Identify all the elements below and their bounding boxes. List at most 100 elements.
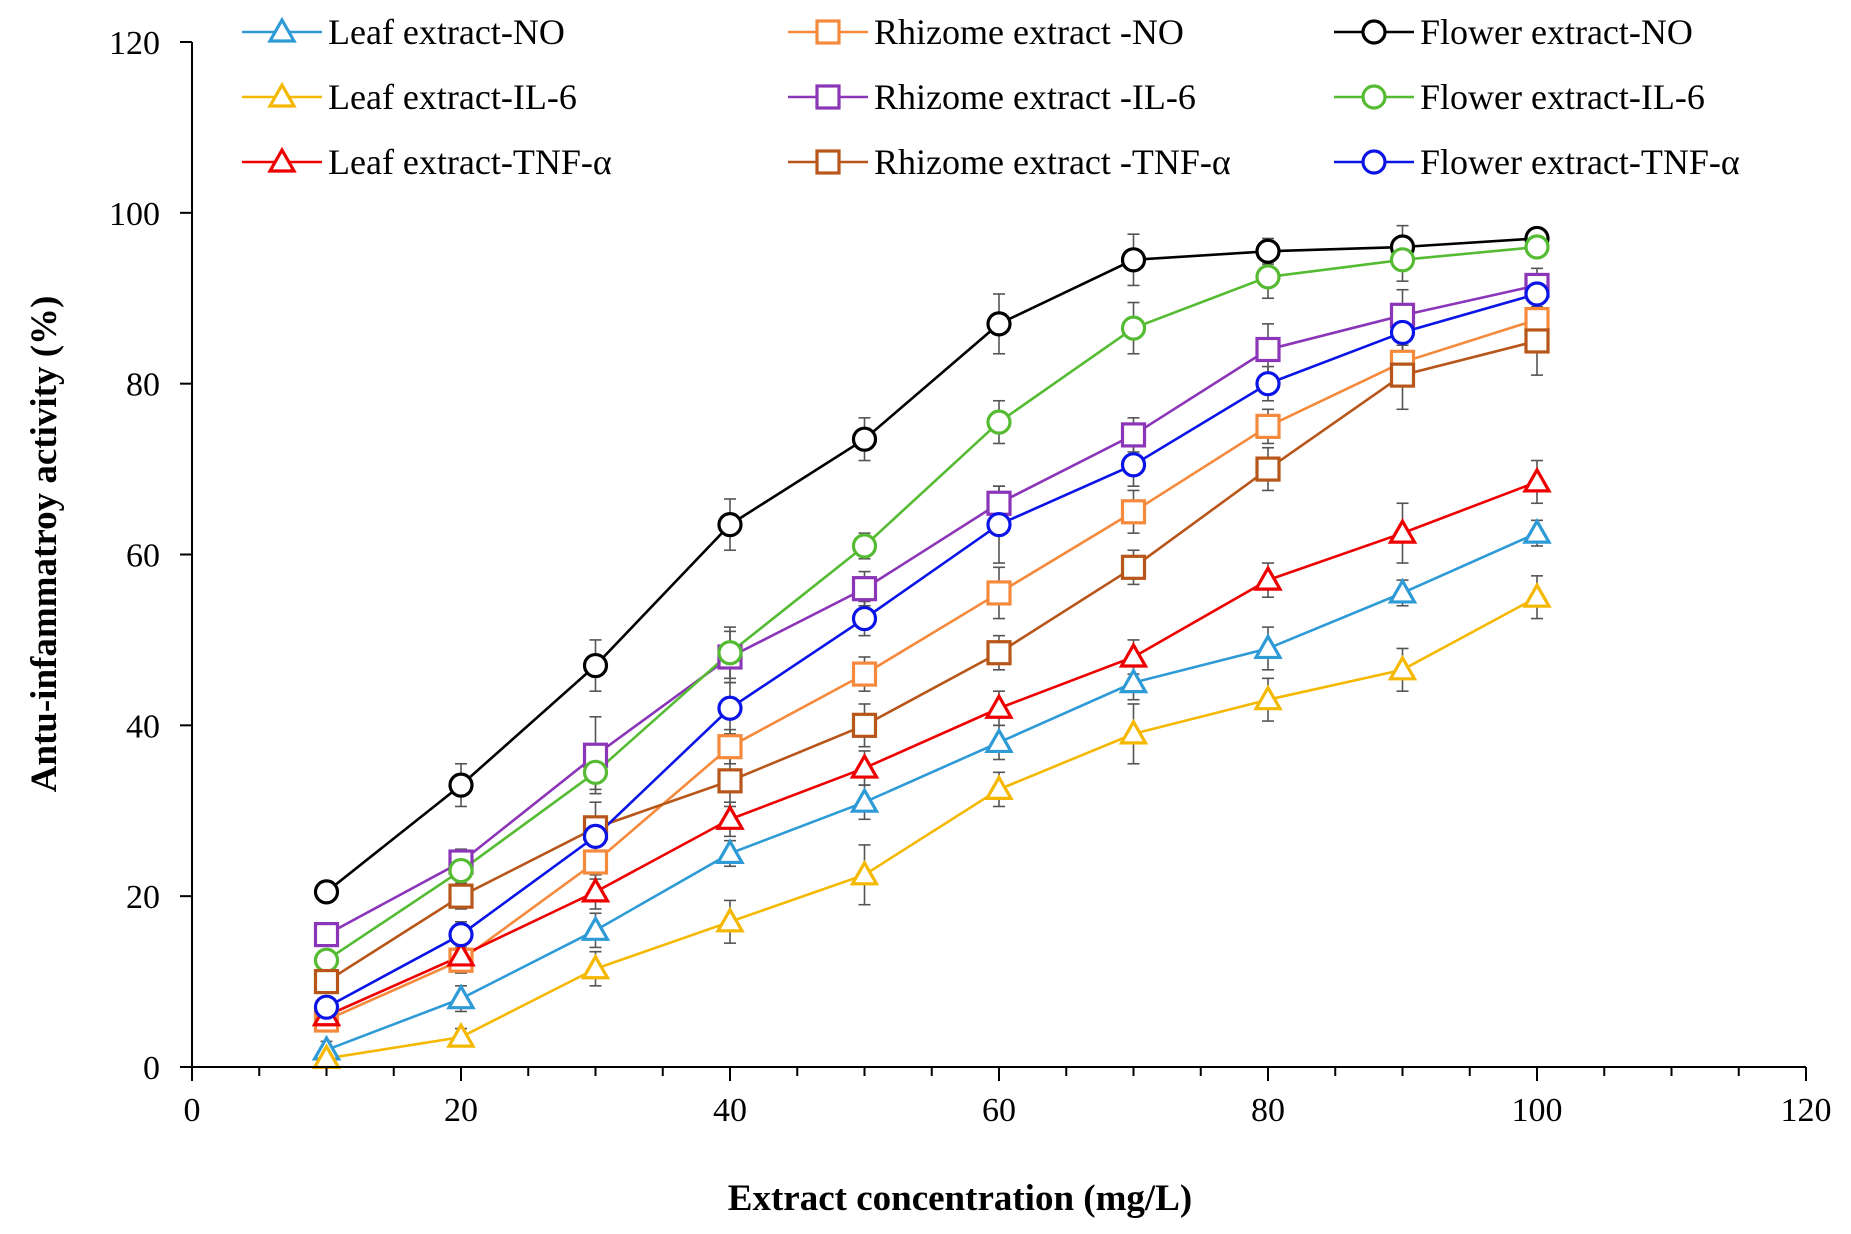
data-point-leaf-extract-no [849,786,880,813]
y-tick-label: 60 [126,538,160,575]
data-point-flower-extract-il-6 [1120,315,1147,341]
error-bars [320,224,1543,1064]
data-point-rhizome-extract-tnf-alpha [1120,554,1147,580]
data-point-flower-extract-no [851,426,878,452]
plot-area: 0 20 40 60 80 100 120 0 20 40 60 80 100 120 [109,25,1832,1129]
legend-swatch-marker [1361,84,1387,110]
data-point-flower-extract-tnf-alpha [313,994,340,1020]
data-point-rhizome-extract-tnf-alpha [1255,456,1281,482]
legend-label: Flower extract-IL-6 [1420,77,1705,117]
y-tick-label: 20 [126,879,160,916]
series-line-leaf-extract-tnf-alpha [325,480,1538,1017]
x-ticks: 0 20 40 60 80 100 120 [184,1067,1832,1129]
x-axis-title: Extract concentration (mg/L) [728,1178,1192,1219]
y-tick-label: 100 [109,196,160,233]
data-point-leaf-extract-no [580,915,611,941]
data-point-leaf-extract-il-6 [1522,581,1552,608]
legend-item-leaf-extract-il-6: Leaf extract-IL-6 [242,77,577,117]
series-line-rhizome-extract-tnf-alpha [325,339,1538,983]
data-point-rhizome-extract-no [851,661,878,687]
data-point-leaf-extract-tnf-alpha [446,940,476,967]
legend-swatch-marker [267,81,297,108]
legend-swatch-marker [267,16,297,43]
data-point-rhizome-extract-no [1120,499,1147,525]
data-point-flower-extract-il-6 [851,533,878,559]
series-line-flower-extract-il-6 [325,245,1538,962]
x-tick-label: 40 [713,1092,747,1129]
data-point-rhizome-extract-tnf-alpha [717,768,743,794]
data-point-rhizome-extract-il-6 [1120,422,1147,448]
data-point-flower-extract-no [313,879,340,905]
data-point-flower-extract-no [448,772,474,798]
y-ticks: 0 20 40 60 80 100 120 [109,25,192,1087]
data-point-rhizome-extract-tnf-alpha [851,712,878,738]
legend-swatch-marker [267,146,297,173]
data-point-flower-extract-no [1255,238,1281,264]
legend-label: Leaf extract-IL-6 [328,77,577,117]
data-point-leaf-extract-no [984,727,1014,754]
data-point-leaf-extract-il-6 [580,953,611,980]
legend-swatch-marker [815,19,841,45]
y-tick-label: 0 [143,1050,160,1087]
data-point-rhizome-extract-tnf-alpha [448,883,474,909]
legend-item-flower-extract-tnf-alpha: Flower extract-TNF-α [1334,142,1740,182]
data-point-leaf-extract-tnf-alpha [1522,466,1552,493]
legend-label: Leaf extract-NO [328,12,565,52]
legend-label: Flower extract-TNF-α [1420,142,1740,182]
series-line-leaf-extract-no [326,531,1538,1052]
data-point-flower-extract-tnf-alpha [582,823,609,849]
legend-label: Rhizome extract -IL-6 [874,77,1196,117]
series-line-flower-extract-no [325,237,1538,893]
data-point-leaf-extract-no [1118,667,1149,694]
data-point-flower-extract-il-6 [1524,234,1550,260]
legend-item-rhizome-extract-no: Rhizome extract -NO [788,12,1184,52]
data-point-leaf-extract-tnf-alpha [1253,564,1283,591]
data-point-flower-extract-tnf-alpha [448,922,474,948]
data-point-flower-extract-no [582,652,609,679]
x-tick-label: 80 [1251,1092,1285,1129]
data-point-leaf-extract-il-6 [1387,654,1418,681]
y-tick-label: 40 [126,708,160,745]
legend-swatch-marker [815,149,841,175]
data-point-flower-extract-il-6 [1255,264,1281,290]
data-point-leaf-extract-tnf-alpha [715,804,745,830]
data-point-rhizome-extract-tnf-alpha [986,640,1012,666]
data-point-leaf-extract-no [1522,517,1552,544]
data-point-flower-extract-no [1120,247,1147,273]
data-point-flower-extract-tnf-alpha [1255,371,1281,397]
data-point-leaf-extract-no [1387,577,1418,604]
data-point-leaf-extract-tnf-alpha [849,752,880,779]
legend-label: Flower extract-NO [1420,12,1693,52]
data-point-rhizome-extract-no [717,734,743,760]
y-tick-label: 120 [109,25,160,62]
data-point-leaf-extract-no [446,983,476,1010]
legend-swatch-marker [1361,149,1387,175]
legend-item-flower-extract-no: Flower extract-NO [1334,12,1693,52]
y-axis-title: Antu-infammatroy activity (%) [24,296,65,793]
data-point-leaf-extract-no [715,838,745,865]
series-layer [311,224,1552,1070]
data-point-leaf-extract-no [1253,633,1283,660]
legend-label: Rhizome extract -NO [874,12,1184,52]
data-point-flower-extract-il-6 [717,640,743,666]
series-markers [311,225,1552,1070]
data-point-leaf-extract-tnf-alpha [984,693,1014,719]
data-point-rhizome-extract-tnf-alpha [1524,328,1550,354]
data-point-leaf-extract-il-6 [1118,718,1149,745]
x-tick-label: 0 [184,1092,201,1129]
legend-item-flower-extract-il-6: Flower extract-IL-6 [1334,77,1705,117]
data-point-rhizome-extract-tnf-alpha [313,968,340,995]
data-point-flower-extract-il-6 [582,759,609,785]
data-point-flower-extract-tnf-alpha [1524,281,1550,307]
data-point-rhizome-extract-no [582,849,609,875]
data-point-rhizome-extract-tnf-alpha [1389,362,1416,388]
data-point-flower-extract-il-6 [448,857,474,884]
y-tick-label: 80 [126,367,160,404]
data-point-flower-extract-tnf-alpha [1389,319,1416,346]
legend-item-leaf-extract-no: Leaf extract-NO [242,12,565,52]
data-point-leaf-extract-tnf-alpha [1387,517,1418,544]
data-point-flower-extract-no [717,512,743,538]
data-point-rhizome-extract-no [1524,307,1550,333]
legend-label: Leaf extract-TNF-α [328,142,612,182]
